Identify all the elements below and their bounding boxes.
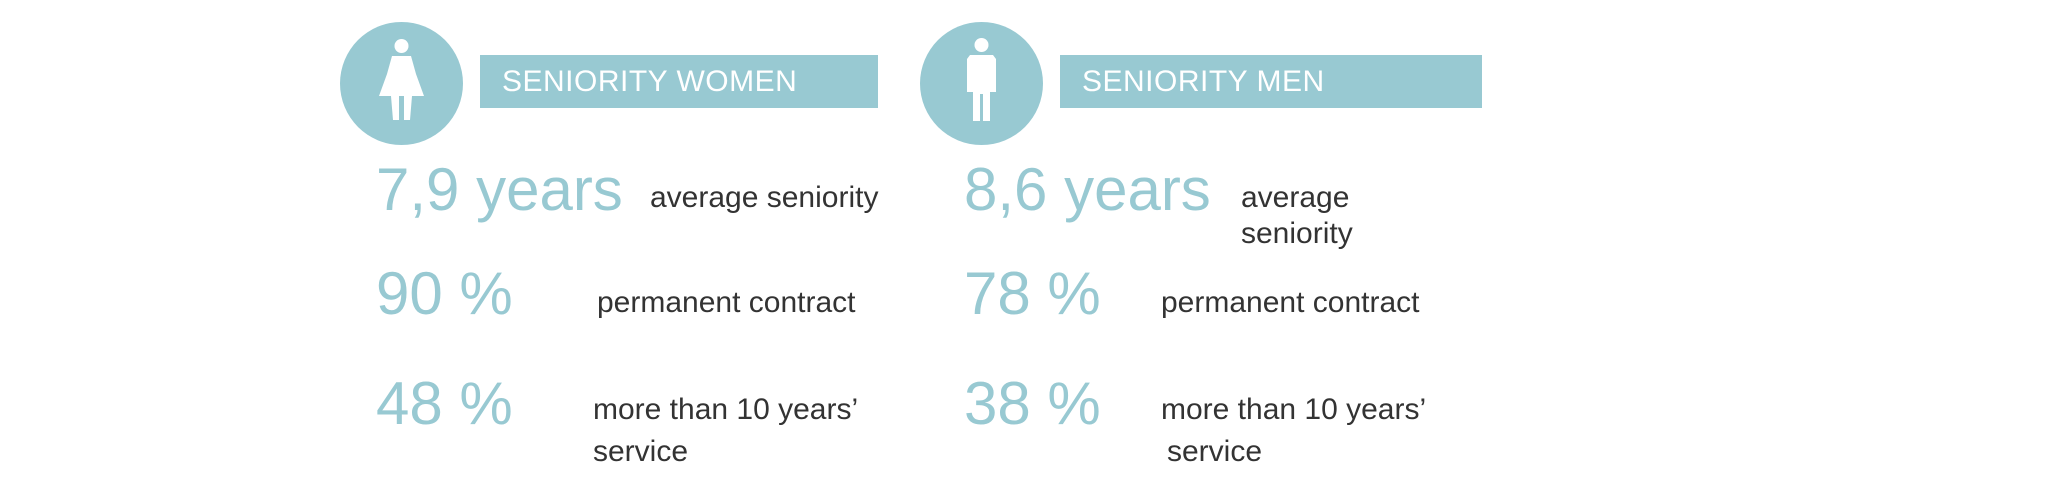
- women-ten-years-label-line2: service: [593, 435, 689, 468]
- women-avg-seniority-label: average seniority: [650, 181, 879, 214]
- women-ten-years-value: 48 %: [376, 370, 513, 437]
- men-ten-years-label-line2: service: [1167, 435, 1263, 468]
- men-avg-seniority-label: average seniority: [1241, 181, 1353, 250]
- man-avatar: [920, 22, 1043, 145]
- woman-icon: [379, 39, 424, 120]
- women-title: SENIORITY WOMEN: [480, 55, 878, 108]
- men-permanent-contract-label: permanent contract: [1161, 286, 1420, 319]
- woman-avatar: [340, 22, 463, 145]
- men-ten-years-label-line1: more than 10 years’: [1161, 393, 1427, 426]
- men-title: SENIORITY MEN: [1060, 55, 1482, 108]
- women-avg-seniority-value: 7,9 years: [376, 156, 623, 223]
- men-permanent-contract-value: 78 %: [964, 260, 1101, 327]
- men-avg-seniority-value: 8,6 years: [964, 156, 1211, 223]
- man-icon: [967, 38, 996, 121]
- men-ten-years-value: 38 %: [964, 370, 1101, 437]
- women-ten-years-label-line1: more than 10 years’: [593, 393, 859, 426]
- men-seniority-panel: SENIORITY MEN 8,6 years average seniorit…: [920, 0, 1482, 490]
- women-seniority-panel: SENIORITY WOMEN 7,9 years average senior…: [340, 0, 880, 490]
- women-permanent-contract-value: 90 %: [376, 260, 513, 327]
- women-permanent-contract-label: permanent contract: [597, 286, 856, 319]
